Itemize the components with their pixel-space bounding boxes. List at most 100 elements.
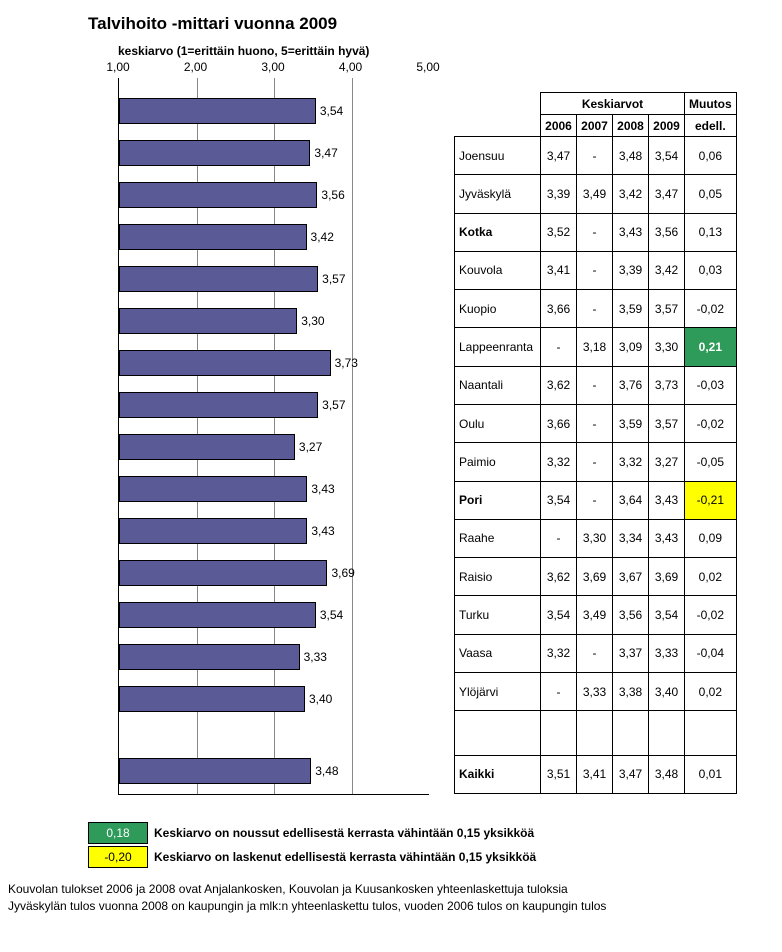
row-name: Kouvola	[455, 251, 541, 289]
bar	[119, 476, 307, 502]
bar	[119, 644, 300, 670]
row-val: -	[577, 404, 613, 442]
row-val: 3,54	[541, 481, 577, 519]
bar	[119, 686, 305, 712]
row-val: 3,48	[613, 137, 649, 175]
th-year: 2008	[613, 115, 649, 137]
legend: 0,18 Keskiarvo on noussut edellisestä ke…	[88, 822, 774, 868]
row-change: -0,02	[685, 596, 737, 634]
th-keskiarvot: Keskiarvot	[541, 93, 685, 115]
table-row: Lappeenranta-3,183,093,300,21	[455, 328, 737, 366]
table-row: Oulu3,66-3,593,57-0,02	[455, 404, 737, 442]
bar-value: 3,40	[309, 692, 332, 706]
row-val: 3,33	[577, 672, 613, 710]
row-val: 3,41	[541, 251, 577, 289]
row-name: Oulu	[455, 404, 541, 442]
chart-subtitle: keskiarvo (1=erittäin huono, 5=erittäin …	[118, 44, 369, 58]
row-val: 3,64	[613, 481, 649, 519]
table-row: Kaikki3,513,413,473,480,01	[455, 755, 737, 793]
bar	[119, 518, 307, 544]
table-row: Naantali3,62-3,763,73-0,03	[455, 366, 737, 404]
row-val: 3,41	[577, 755, 613, 793]
row-val: 3,34	[613, 519, 649, 557]
row-change: -0,02	[685, 404, 737, 442]
table-row: Raisio3,623,693,673,690,02	[455, 558, 737, 596]
legend-swatch-up: 0,18	[88, 822, 148, 844]
row-val: 3,76	[613, 366, 649, 404]
footnote: Kouvolan tulokset 2006 ja 2008 ovat Anja…	[8, 882, 774, 896]
bar	[119, 602, 316, 628]
bar-value: 3,54	[320, 608, 343, 622]
table-row: Kouvola3,41-3,393,420,03	[455, 251, 737, 289]
row-name: Joensuu	[455, 137, 541, 175]
row-val: 3,43	[649, 519, 685, 557]
bar-value: 3,54	[320, 104, 343, 118]
row-val: 3,30	[577, 519, 613, 557]
bar	[119, 434, 295, 460]
x-tick-label: 1,00	[106, 60, 129, 74]
bar	[119, 98, 316, 124]
row-val: 3,33	[649, 634, 685, 672]
row-val: 3,32	[613, 443, 649, 481]
row-name: Jyväskylä	[455, 175, 541, 213]
row-val: 3,47	[613, 755, 649, 793]
row-val: -	[577, 290, 613, 328]
bar	[119, 224, 307, 250]
table-row: Pori3,54-3,643,43-0,21	[455, 481, 737, 519]
row-val: 3,09	[613, 328, 649, 366]
row-name: Vaasa	[455, 634, 541, 672]
bar	[119, 266, 318, 292]
th-year: 2009	[649, 115, 685, 137]
row-val: 3,30	[649, 328, 685, 366]
row-change: 0,21	[685, 328, 737, 366]
row-val: -	[577, 251, 613, 289]
table-row: Kuopio3,66-3,593,57-0,02	[455, 290, 737, 328]
row-val: -	[541, 672, 577, 710]
bar	[119, 308, 297, 334]
page-title: Talvihoito -mittari vuonna 2009	[88, 14, 774, 34]
row-val: -	[577, 481, 613, 519]
row-val: 3,37	[613, 634, 649, 672]
row-change: -0,03	[685, 366, 737, 404]
row-val: 3,43	[613, 213, 649, 251]
footnote: Jyväskylän tulos vuonna 2008 on kaupungi…	[8, 899, 774, 913]
bar	[119, 350, 331, 376]
bar-value: 3,69	[331, 566, 354, 580]
row-change: 0,06	[685, 137, 737, 175]
legend-text-down: Keskiarvo on laskenut edellisestä kerras…	[154, 850, 536, 864]
row-val: 3,59	[613, 290, 649, 328]
row-val: 3,40	[649, 672, 685, 710]
row-val: 3,47	[541, 137, 577, 175]
row-val: 3,56	[613, 596, 649, 634]
legend-swatch-down: -0,20	[88, 846, 148, 868]
row-val: 3,27	[649, 443, 685, 481]
x-tick-label: 4,00	[339, 60, 362, 74]
row-val: 3,69	[577, 558, 613, 596]
row-val: 3,42	[649, 251, 685, 289]
row-val: 3,47	[649, 175, 685, 213]
row-name: Paimio	[455, 443, 541, 481]
bar-value: 3,57	[322, 272, 345, 286]
row-val: 3,66	[541, 290, 577, 328]
row-change: -0,21	[685, 481, 737, 519]
bar	[119, 392, 318, 418]
table-row-empty	[455, 711, 737, 755]
row-change: 0,09	[685, 519, 737, 557]
bar-value: 3,43	[311, 524, 334, 538]
row-name: Raahe	[455, 519, 541, 557]
row-change: 0,01	[685, 755, 737, 793]
bar	[119, 140, 310, 166]
bar	[119, 758, 311, 784]
th-year: 2007	[577, 115, 613, 137]
row-val: 3,52	[541, 213, 577, 251]
bar-chart: keskiarvo (1=erittäin huono, 5=erittäin …	[8, 44, 448, 794]
table-row: Joensuu3,47-3,483,540,06	[455, 137, 737, 175]
footnotes: Kouvolan tulokset 2006 ja 2008 ovat Anja…	[8, 882, 774, 913]
x-tick-label: 3,00	[261, 60, 284, 74]
row-name: Ylöjärvi	[455, 672, 541, 710]
row-val: 3,48	[649, 755, 685, 793]
row-val: 3,56	[649, 213, 685, 251]
row-val: 3,59	[613, 404, 649, 442]
row-val: -	[577, 366, 613, 404]
bar-value: 3,47	[314, 146, 337, 160]
